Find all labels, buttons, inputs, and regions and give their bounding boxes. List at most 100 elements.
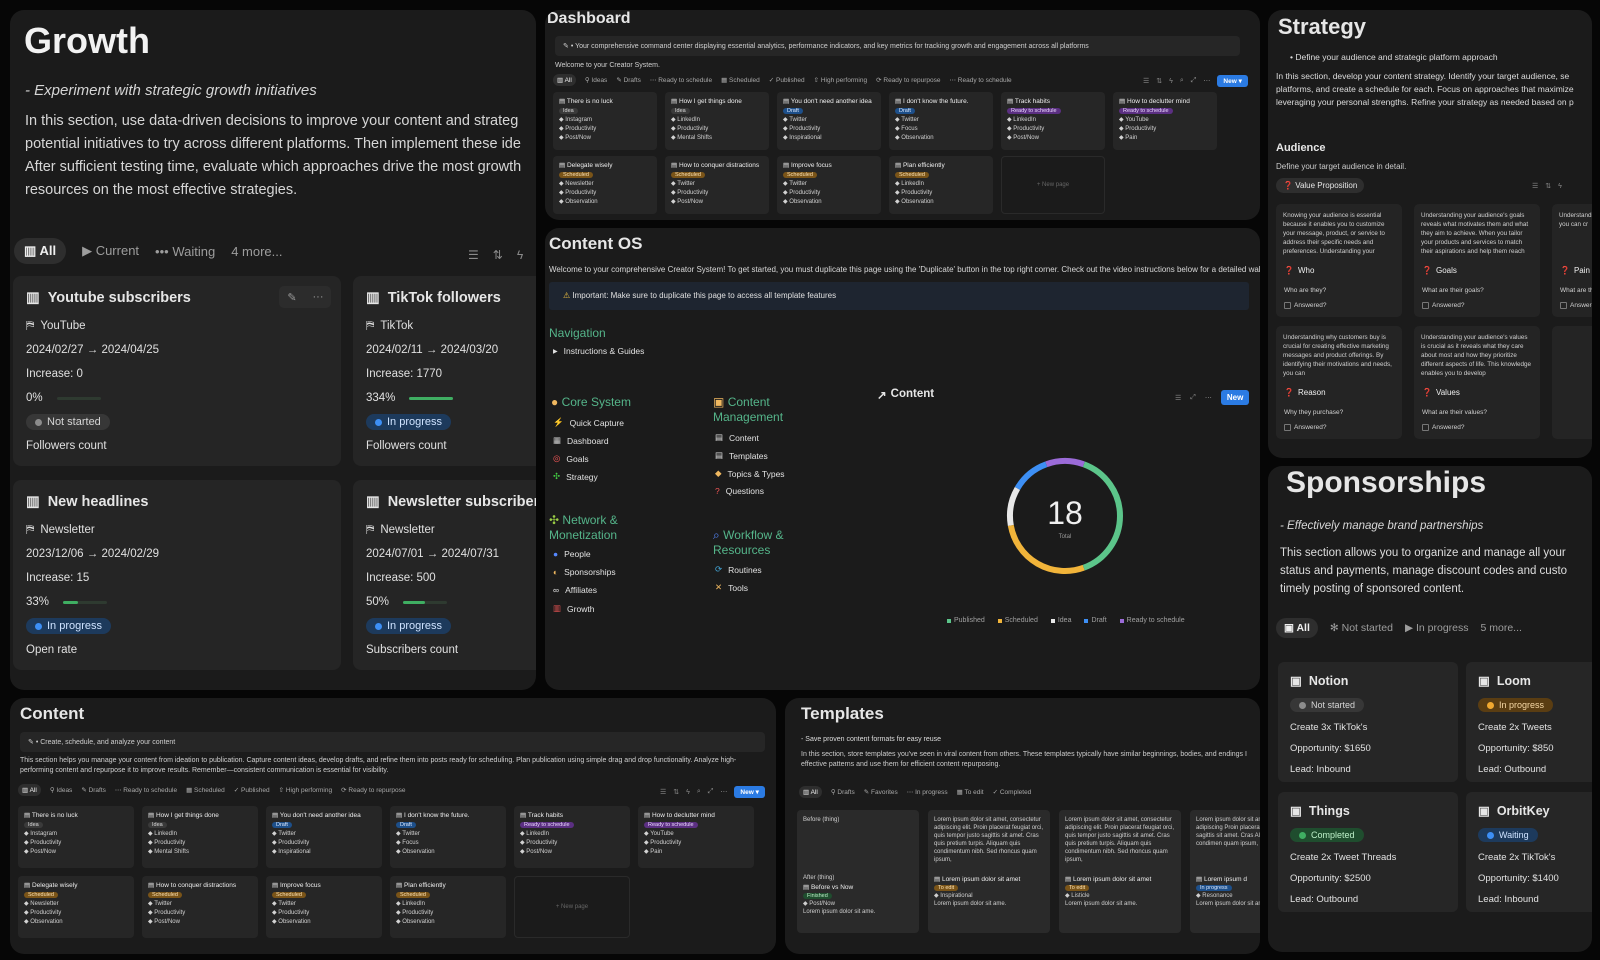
board-card[interactable]: ▤ Delegate wisely Scheduled ◆ Newsletter ◆ … <box>553 156 657 214</box>
view-tab[interactable]: ⋯ Ready to schedule <box>949 76 1011 84</box>
audience-card[interactable]: Understanding why customers buy is cruci… <box>1276 326 1402 439</box>
view-tab[interactable]: ✎ Drafts <box>81 786 106 794</box>
board-card[interactable]: ▤ You don't need another idea Draft ◆ Twit… <box>266 806 382 868</box>
board-card[interactable]: ▤ There is no luck Idea ◆ Instagram ◆ Produ… <box>553 92 657 150</box>
view-tab[interactable]: ⋯ Ready to schedule <box>115 786 177 794</box>
view-tab[interactable]: ⚲ Ideas <box>585 76 607 84</box>
nav-strategy[interactable]: ✣ Strategy <box>553 471 598 482</box>
audience-card[interactable]: Understanding points is c When you you c… <box>1552 204 1592 317</box>
growth-card[interactable]: ✎ ··· ▥ Youtube subscribers ⛿ YouTube 2024/… <box>13 276 341 466</box>
filter-icon[interactable]: ☰ <box>1532 183 1539 190</box>
board-card[interactable]: ▤ How I get things done Idea ◆ LinkedIn ◆ P… <box>665 92 769 150</box>
search-icon[interactable]: ⌕ <box>1179 77 1184 84</box>
tab-current[interactable]: ▶ Current <box>82 243 139 259</box>
audience-card[interactable]: Knowing your audience is essential becau… <box>1276 204 1402 317</box>
new-button[interactable]: New ▾ <box>1217 75 1248 87</box>
answered-checkbox[interactable]: Answered? <box>1284 301 1327 310</box>
audience-card[interactable]: Understanding your audience's goals reve… <box>1414 204 1540 317</box>
view-tab[interactable]: ▥ All <box>799 786 822 798</box>
nav-templates[interactable]: ▤ Templates <box>715 450 768 461</box>
view-tab[interactable]: ⟳ Ready to repurpose <box>341 786 405 794</box>
board-card[interactable]: ▤ How to conquer distractions Scheduled ◆ … <box>142 876 258 938</box>
tab-in-progress[interactable]: ▶ In progress <box>1405 622 1469 634</box>
more-icon[interactable]: ⋯ <box>1204 394 1212 402</box>
filter-icon[interactable]: ☰ <box>1143 78 1150 85</box>
sort-icon[interactable]: ⇅ <box>492 248 503 262</box>
view-tab[interactable]: ✓ Published <box>234 786 270 794</box>
answered-checkbox[interactable]: Answered? <box>1284 423 1327 432</box>
tab-not-started[interactable]: ✻ Not started <box>1330 622 1393 634</box>
board-card[interactable]: ▤ Track habits Ready to schedule ◆ LinkedI… <box>1001 92 1105 150</box>
board-card[interactable]: ▤ I don't know the future. Draft ◆ Twitter… <box>390 806 506 868</box>
view-tab[interactable]: ⇧ High performing <box>814 76 868 84</box>
answered-checkbox[interactable]: Answered? <box>1422 301 1465 310</box>
board-card[interactable]: ▤ Delegate wisely Scheduled ◆ Newsletter ◆ … <box>18 876 134 938</box>
nav-goals[interactable]: ◎ Goals <box>553 453 589 464</box>
view-tab[interactable]: ⋯ In progress <box>907 788 948 796</box>
sort-icon[interactable]: ⇅ <box>1156 78 1163 85</box>
board-card[interactable]: ▤ I don't know the future. Draft ◆ Twitter… <box>889 92 993 150</box>
new-page-card[interactable]: + New page <box>1001 156 1105 214</box>
tab-all[interactable]: ▣ All <box>1276 618 1318 638</box>
instructions-toggle[interactable]: ▶ Instructions & Guides <box>553 346 644 356</box>
sponsorship-card[interactable]: ▣ OrbitKey Waiting Create 2x TikTok's Opport… <box>1466 792 1592 912</box>
edit-icon[interactable]: ✎ <box>287 291 297 304</box>
nav-tools[interactable]: ✕ Tools <box>715 582 748 593</box>
board-card[interactable]: ▤ You don't need another idea Draft ◆ Twit… <box>777 92 881 150</box>
board-card[interactable]: ▤ Plan efficiently Scheduled ◆ LinkedIn ◆ P… <box>889 156 993 214</box>
more-icon[interactable]: ⋯ <box>720 789 728 796</box>
nav-questions[interactable]: ? Questions <box>715 486 764 496</box>
filter-icon[interactable]: ☰ <box>660 789 667 796</box>
template-card[interactable]: Lorem ipsum dolor sit am consectetur adi… <box>1190 810 1260 933</box>
board-card[interactable]: ▤ Improve focus Scheduled ◆ Twitter ◆ Produ… <box>777 156 881 214</box>
view-tab[interactable]: ▦ To edit <box>957 788 984 796</box>
new-page-card[interactable]: + New page <box>514 876 630 938</box>
view-tab[interactable]: ✎ Favorites <box>864 788 898 796</box>
new-button[interactable]: New <box>1220 390 1250 405</box>
search-icon[interactable]: ⌕ <box>696 788 701 795</box>
filter-icon[interactable]: ☰ <box>1175 394 1182 402</box>
board-card[interactable]: ▤ How I get things done Idea ◆ LinkedIn ◆ P… <box>142 806 258 868</box>
board-card[interactable]: ▤ Track habits Ready to schedule ◆ LinkedI… <box>514 806 630 868</box>
audience-card[interactable]: Understanding your audience's values is … <box>1414 326 1540 439</box>
board-card[interactable]: ▤ How to declutter mind Ready to schedule… <box>1113 92 1217 150</box>
template-card[interactable]: Lorem ipsum dolor sit amet, consectetur … <box>928 810 1050 933</box>
view-tab[interactable]: ⚲ Ideas <box>50 786 72 794</box>
sort-icon[interactable]: ⇅ <box>673 789 680 796</box>
expand-icon[interactable]: ⤢ <box>707 788 714 795</box>
view-tab[interactable]: ⋯ Ready to schedule <box>650 76 712 84</box>
view-tab[interactable]: ⚲ Drafts <box>831 788 855 796</box>
view-tab[interactable]: ⇧ High performing <box>279 786 333 794</box>
view-value-proposition[interactable]: ❓ Value Proposition <box>1276 178 1365 193</box>
tab-waiting[interactable]: ••• Waiting <box>155 244 215 259</box>
nav-people[interactable]: ● People <box>553 549 591 559</box>
board-card[interactable]: ▤ There is no luck Idea ◆ Instagram ◆ Produ… <box>18 806 134 868</box>
template-card[interactable]: Lorem ipsum dolor sit amet, consectetur … <box>1059 810 1181 933</box>
growth-card[interactable]: ▥ Newsletter subscriber ⛿ Newsletter 2024/… <box>353 480 536 670</box>
answered-checkbox[interactable]: Answered? <box>1560 301 1592 310</box>
view-tab[interactable]: ▦ Scheduled <box>186 786 225 794</box>
nav-quick-capture[interactable]: ⚡ Quick Capture <box>553 417 624 428</box>
tab-more[interactable]: 5 more... <box>1480 622 1522 634</box>
lightning-icon[interactable]: ϟ <box>1169 77 1173 85</box>
view-tab[interactable]: ⟳ Ready to repurpose <box>876 76 940 84</box>
board-card[interactable]: ▤ Plan efficiently Scheduled ◆ LinkedIn ◆ P… <box>390 876 506 938</box>
lightning-icon[interactable]: ϟ <box>516 248 524 262</box>
tab-all[interactable]: ▥ All <box>14 238 67 264</box>
new-button[interactable]: New ▾ <box>734 786 765 798</box>
view-tab[interactable]: ✓ Published <box>769 76 805 84</box>
sponsorship-card[interactable]: ▣ Loom In progress Create 2x Tweets Opportun… <box>1466 662 1592 782</box>
answered-checkbox[interactable]: Answered? <box>1422 423 1465 432</box>
growth-card[interactable]: ▥ TikTok followers ⛿ TikTok 2024/02/11 → 2… <box>353 276 536 466</box>
more-icon[interactable]: ⋯ <box>1203 78 1211 85</box>
expand-icon[interactable]: ⤢ <box>1190 77 1197 84</box>
sponsorship-card[interactable]: ▣ Notion Not started Create 3x TikTok's Oppo… <box>1278 662 1458 782</box>
tab-more[interactable]: 4 more... <box>231 243 283 259</box>
more-icon[interactable]: ··· <box>312 291 324 303</box>
nav-sponsorships[interactable]: ◐ Sponsorships <box>553 567 616 577</box>
nav-routines[interactable]: ⟳ Routines <box>715 564 762 575</box>
lightning-icon[interactable]: ϟ <box>1558 182 1562 190</box>
growth-card[interactable]: ▥ New headlines ⛿ Newsletter 2023/12/06 → … <box>13 480 341 670</box>
expand-icon[interactable]: ⤢ <box>1190 393 1196 401</box>
view-tab[interactable]: ✎ Drafts <box>616 76 641 84</box>
